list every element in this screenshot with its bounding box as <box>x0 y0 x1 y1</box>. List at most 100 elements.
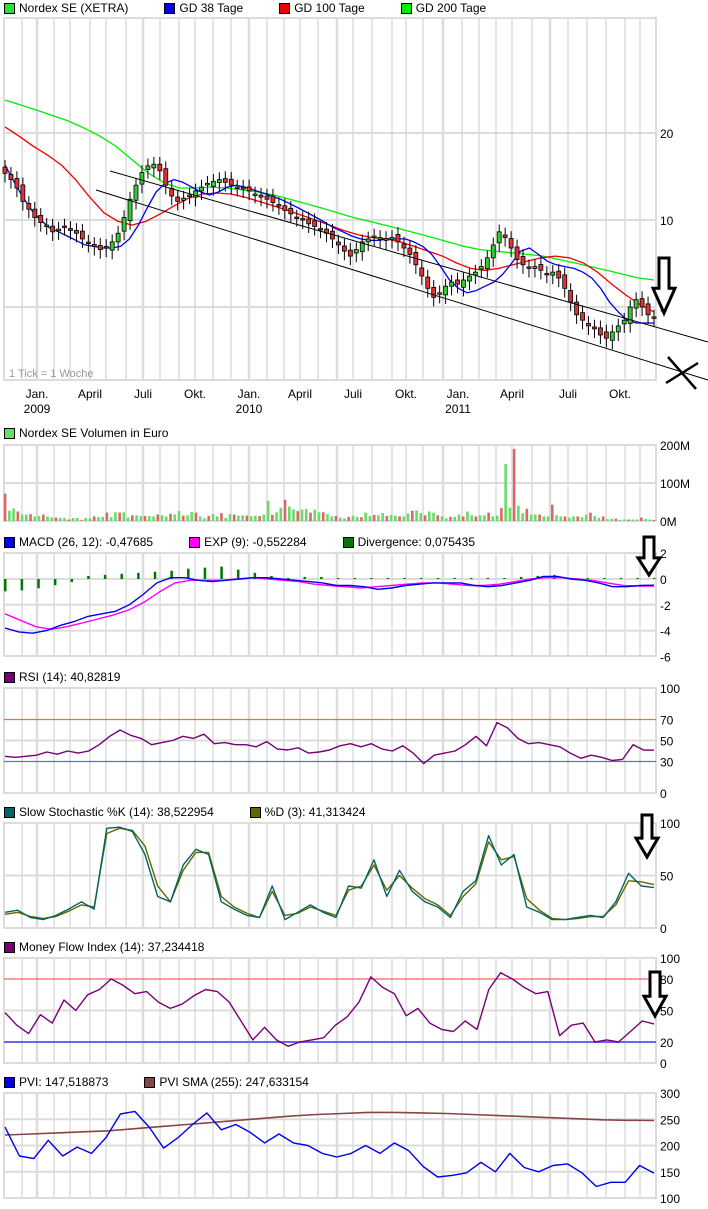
volume-bar <box>631 519 635 521</box>
volume-bar <box>46 516 49 521</box>
volume-bar <box>114 512 117 521</box>
price-legend: Nordex SE (XETRA) GD 38 Tage GD 100 Tage… <box>4 1 522 15</box>
volume-bar <box>635 519 639 521</box>
series-line <box>4 1111 655 1136</box>
volume-bar <box>640 517 643 521</box>
divergence-bar <box>236 569 240 579</box>
candle <box>544 273 550 276</box>
candle <box>407 247 413 255</box>
volume-bar <box>330 516 334 521</box>
y-tick-label: 10 <box>660 214 674 228</box>
candle <box>478 266 484 270</box>
divergence-bar <box>469 577 473 579</box>
arrow-down-icon <box>641 970 669 1020</box>
x-tick-label: Juli <box>344 387 362 401</box>
volume-bar <box>207 516 211 521</box>
volume-bar <box>563 516 567 521</box>
volume-bar <box>126 517 130 521</box>
candle <box>139 172 145 185</box>
y-tick-label: 200M <box>660 439 690 453</box>
divergence-bar <box>386 577 390 579</box>
volume-bar <box>326 514 329 521</box>
volume-bar <box>474 516 478 521</box>
divergence-bar <box>403 577 406 579</box>
candle <box>74 230 79 234</box>
volume-chart: 200M 100M 0M <box>3 439 690 529</box>
legend-swatch-icon <box>249 806 261 818</box>
candle <box>103 246 109 249</box>
macd-panel: MACD (26, 12): -0,47685 EXP (9): -0,5522… <box>0 530 708 665</box>
volume-bar <box>266 500 270 521</box>
volume-bar <box>122 512 126 521</box>
candle <box>181 197 187 201</box>
candle <box>306 218 312 225</box>
volume-bar <box>364 512 367 521</box>
volume-bar <box>385 516 389 521</box>
stochastic-legend: Slow Stochastic %K (14): 38,522954 %D (3… <box>4 805 402 819</box>
y-tick-label: 20 <box>660 1036 674 1050</box>
volume-bar <box>406 513 410 521</box>
volume-bar <box>521 513 524 521</box>
divergence-bar <box>153 571 157 579</box>
volume-bar <box>457 514 461 521</box>
y-tick-label: 50 <box>660 1005 674 1019</box>
plot-area <box>3 17 657 381</box>
candle <box>234 186 240 189</box>
x-tick-label: Juli <box>134 387 152 401</box>
divergence-bar <box>619 577 623 579</box>
trend-channel-line <box>109 170 708 343</box>
y-tick-label: 0 <box>660 1057 667 1071</box>
legend-gd200: GD 200 Tage <box>400 1 486 15</box>
volume-bar <box>309 512 312 521</box>
x-tick-label: Okt. <box>184 387 206 401</box>
y-tick-label: 0M <box>660 515 677 529</box>
y-tick-label: 300 <box>660 1087 680 1101</box>
candle <box>210 181 216 187</box>
volume-bar <box>271 514 274 521</box>
divergence-bar <box>353 577 356 579</box>
divergence-bar <box>120 573 123 579</box>
volume-bar <box>25 514 28 521</box>
legend-gd100: GD 100 Tage <box>279 1 365 15</box>
rsi-panel: RSI (14): 40,82819 100 70 50 30 0 <box>0 665 708 801</box>
volume-bar <box>198 516 202 521</box>
volume-bar <box>572 516 575 521</box>
volume-bar <box>606 519 609 521</box>
x-year-label: 2010 <box>236 402 263 416</box>
volume-bar <box>80 520 83 521</box>
volume-bar <box>593 516 597 521</box>
volume-bar <box>75 517 79 521</box>
volume-bar <box>63 517 66 521</box>
legend-label: EXP (9): -0,552284 <box>204 535 307 549</box>
volume-bar <box>92 516 96 521</box>
arrow-down-icon <box>633 813 661 860</box>
divergence-bar <box>370 577 373 579</box>
volume-bar <box>215 516 219 521</box>
candle <box>62 225 67 228</box>
divergence-bar <box>187 568 190 579</box>
legend-label: Nordex SE Volumen in Euro <box>19 426 169 440</box>
candle <box>377 237 383 240</box>
volume-bar <box>152 516 155 521</box>
volume-bar <box>483 515 486 521</box>
volume-bar <box>381 513 384 521</box>
mfi-legend: Money Flow Index (14): 37,234418 <box>4 940 240 954</box>
volume-bar <box>415 510 418 521</box>
candle <box>312 220 318 227</box>
series-line <box>4 721 655 765</box>
candle <box>627 306 633 324</box>
divergence-bar <box>87 575 90 579</box>
candle <box>300 218 306 221</box>
candle <box>14 178 20 189</box>
volume-bar <box>542 516 546 521</box>
x-tick-label: Jan. <box>238 387 261 401</box>
volume-bar <box>334 516 338 521</box>
volume-bar <box>623 519 626 521</box>
volume-bar <box>546 516 550 521</box>
volume-bar <box>283 499 287 521</box>
volume-bar <box>8 510 11 521</box>
candle <box>621 319 627 325</box>
legend-price: Nordex SE (XETRA) <box>4 1 128 15</box>
candle <box>222 178 228 183</box>
volume-bar <box>88 518 92 521</box>
